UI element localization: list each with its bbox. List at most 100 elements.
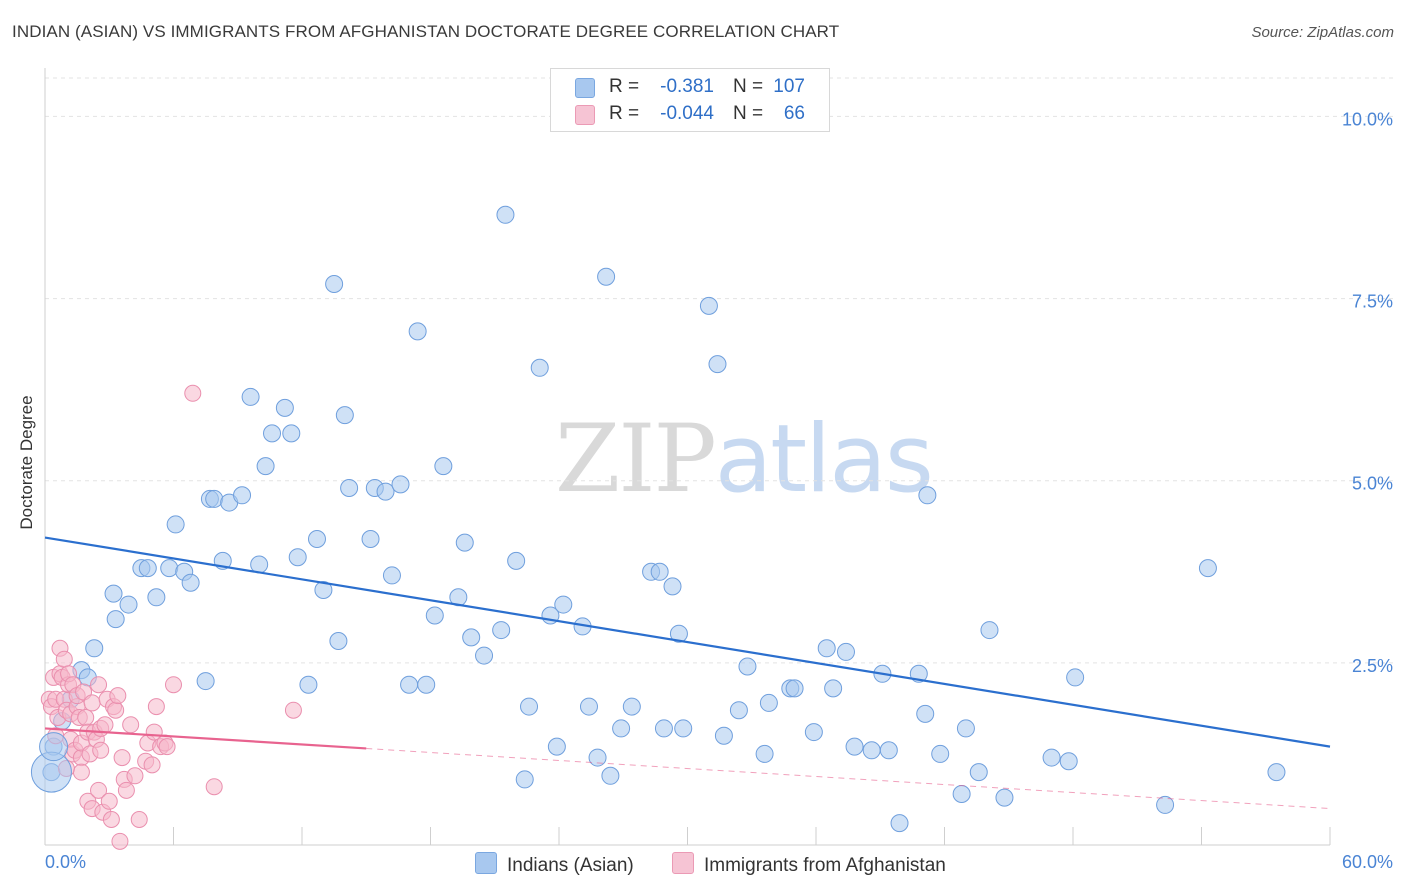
point-indians [307, 530, 326, 548]
watermark-zip: ZIP [555, 405, 717, 514]
point-indians [288, 548, 307, 567]
y-tick-label: 5.0% [1352, 474, 1393, 494]
point-indians [160, 559, 179, 578]
point-indians [391, 475, 410, 494]
bottom-legend-indians: Indians (Asian) [475, 852, 634, 877]
point-afghanistan [117, 781, 135, 799]
legend-row-afghanistan: R = -0.044 N = 66 [551, 101, 829, 127]
point-afghanistan [90, 676, 108, 694]
point-afghanistan [113, 749, 131, 767]
point-indians [845, 737, 864, 756]
point-indians [956, 719, 975, 738]
point-indians [1156, 795, 1175, 814]
point-afghanistan [147, 698, 165, 716]
point-indians [147, 588, 166, 607]
point-afghanistan [107, 701, 125, 719]
point-indians [969, 763, 988, 782]
point-indians [669, 624, 688, 643]
point-afghanistan [165, 676, 182, 694]
point-indians [475, 646, 494, 665]
point-indians [520, 697, 539, 716]
point-indians [233, 486, 252, 505]
point-indians [299, 675, 318, 694]
y-tick-label: 7.5% [1352, 292, 1393, 312]
point-afghanistan [126, 767, 144, 785]
y-axis-label: Doctorate Degree [17, 395, 36, 529]
watermark: ZIPatlas [555, 405, 934, 514]
point-indians [588, 748, 607, 767]
point-indians [931, 744, 950, 763]
blue-swatch [575, 78, 595, 98]
point-indians [663, 577, 682, 596]
point-indians [995, 788, 1014, 807]
point-indians [622, 697, 641, 716]
point-indians [329, 632, 348, 650]
point-indians [455, 533, 474, 552]
point-indians [335, 406, 354, 425]
y-tick-label: 10.0% [1342, 109, 1393, 129]
point-indians [729, 701, 748, 720]
n-value: 66 [783, 103, 805, 124]
point-indians [256, 457, 275, 476]
watermark-atlas: atlas [714, 405, 934, 514]
point-indians [601, 766, 620, 785]
point-afghanistan [83, 694, 101, 712]
point-indians [507, 551, 526, 570]
n-value: 107 [773, 76, 805, 97]
point-afghanistan [100, 792, 118, 810]
point-afghanistan [143, 756, 161, 774]
point-indians [400, 675, 419, 694]
point-afghanistan [92, 741, 110, 759]
point-indians [196, 672, 215, 691]
point-indians [434, 457, 453, 476]
point-afghanistan [90, 781, 108, 799]
point-afghanistan [184, 384, 202, 402]
trend-line-extension [366, 747, 1331, 810]
point-indians [916, 704, 935, 723]
point-indians [699, 296, 718, 315]
point-afghanistan [122, 716, 140, 734]
point-indians [1066, 668, 1085, 687]
point-indians [1267, 763, 1286, 782]
point-indians [817, 639, 836, 658]
point-afghanistan [96, 716, 114, 734]
point-afghanistan [102, 811, 120, 828]
r-label: R = [609, 76, 640, 97]
point-indians [275, 398, 294, 417]
series-label: Indians (Asian) [507, 855, 634, 876]
point-indians [104, 584, 123, 603]
point-indians [1042, 748, 1061, 767]
trend-line [44, 727, 367, 750]
point-indians [612, 719, 631, 738]
point-indians [382, 566, 401, 585]
point-indians [138, 559, 157, 578]
point-indians [408, 322, 427, 341]
point-indians [263, 424, 282, 443]
point-indians [890, 814, 909, 833]
r-label: R = [609, 103, 640, 124]
point-indians [106, 610, 125, 629]
point-indians [804, 723, 823, 742]
point-indians [597, 267, 616, 286]
point-indians [205, 489, 224, 508]
point-indians [496, 205, 515, 224]
x-tick-label: 0.0% [45, 852, 86, 872]
point-indians [325, 275, 344, 293]
point-indians [181, 573, 200, 592]
point-indians [376, 482, 395, 501]
blue-swatch [475, 852, 497, 874]
point-indians [650, 562, 669, 581]
n-label: N = [733, 76, 764, 97]
point-indians [462, 628, 481, 647]
point-indians [824, 679, 843, 698]
point-indians [425, 606, 444, 625]
point-indians [282, 424, 301, 443]
point-afghanistan [55, 650, 73, 668]
point-indians-cluster [39, 732, 69, 762]
point-indians [785, 679, 804, 698]
n-label: N = [733, 103, 764, 124]
point-afghanistan [284, 701, 302, 719]
y-tick-label: 2.5% [1352, 656, 1393, 676]
point-indians [340, 479, 359, 497]
